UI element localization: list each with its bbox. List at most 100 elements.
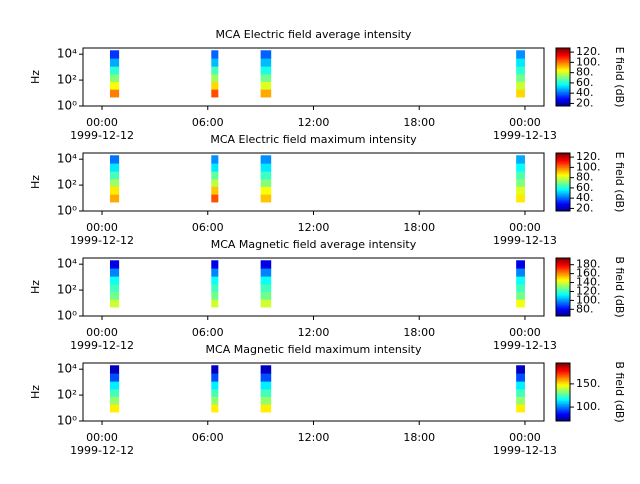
colorbar-segment bbox=[556, 87, 570, 90]
colorbar-segment bbox=[556, 412, 570, 415]
spectrum-cell bbox=[260, 404, 272, 413]
colorbar-segment bbox=[556, 279, 570, 282]
colorbar-tick-label: 80. bbox=[576, 66, 594, 79]
colorbar-segment bbox=[556, 202, 570, 205]
colorbar-segment bbox=[556, 308, 570, 311]
colorbar-segment bbox=[556, 161, 570, 164]
colorbar-segment bbox=[556, 173, 570, 176]
x-tick-label: 12:00 bbox=[298, 431, 330, 444]
colorbar-segment bbox=[556, 195, 570, 197]
spectrum-cell bbox=[260, 155, 272, 164]
colorbar-segment bbox=[556, 190, 570, 193]
colorbar-segment bbox=[556, 310, 570, 313]
colorbar-segment bbox=[556, 301, 570, 304]
chart-title: MCA Magnetic field maximum intensity bbox=[206, 343, 422, 356]
colorbar-segment bbox=[556, 371, 570, 374]
spectrum-cell bbox=[211, 373, 219, 382]
spectrum-cell bbox=[516, 299, 525, 308]
spectrum-cell bbox=[109, 73, 120, 82]
colorbar-tick-label: 100. bbox=[576, 293, 601, 306]
spectrum-cell bbox=[211, 381, 219, 390]
colorbar-label: E field (dB) bbox=[613, 152, 626, 213]
colorbar-segment bbox=[556, 271, 570, 273]
spectrum-cell bbox=[211, 171, 219, 180]
colorbar-tick-label: 120. bbox=[576, 284, 601, 297]
colorbar-segment bbox=[556, 103, 570, 106]
colorbar-segment bbox=[556, 196, 570, 199]
colorbar-segment bbox=[556, 168, 570, 171]
spectrum-cell bbox=[516, 178, 525, 187]
colorbar-segment bbox=[556, 390, 570, 393]
x-tick-label: 00:00 bbox=[86, 116, 118, 129]
colorbar-frame bbox=[555, 362, 571, 422]
colorbar-segment bbox=[556, 292, 570, 295]
spectrum-cell bbox=[109, 66, 120, 75]
x-date-label: 1999-12-13 bbox=[493, 444, 557, 457]
spectrum-cell bbox=[109, 276, 120, 285]
colorbar-segment bbox=[556, 203, 570, 206]
spectrum-cell bbox=[109, 155, 120, 164]
colorbar-frame bbox=[555, 257, 571, 317]
colorbar-segment bbox=[556, 65, 570, 68]
colorbar-segment bbox=[556, 409, 570, 412]
spectrum-cell bbox=[211, 178, 219, 187]
x-tick-label: 06:00 bbox=[192, 221, 224, 234]
colorbar-segment bbox=[556, 164, 570, 167]
spectrum-cell bbox=[211, 89, 219, 98]
colorbar-segment bbox=[556, 184, 570, 187]
colorbar-segment bbox=[556, 187, 570, 190]
y-tick-label: 10⁰ bbox=[57, 309, 77, 323]
spectrum-cell bbox=[260, 194, 272, 203]
colorbar-frame bbox=[555, 47, 571, 107]
spectrum-cell bbox=[211, 291, 219, 300]
y-axis-label: Hz bbox=[29, 385, 42, 399]
x-tick-label: 06:00 bbox=[192, 431, 224, 444]
colorbar-segment bbox=[556, 399, 570, 402]
spectrum-cell bbox=[109, 186, 120, 195]
colorbar-segment bbox=[556, 262, 570, 265]
plot-frame bbox=[82, 362, 545, 422]
spectrum-cell bbox=[260, 268, 272, 277]
colorbar-segment bbox=[556, 192, 570, 195]
x-date-label: 1999-12-13 bbox=[493, 129, 557, 142]
spectrum-cell bbox=[109, 178, 120, 187]
y-tick-label: 10² bbox=[57, 388, 77, 402]
spectrum-cell bbox=[516, 50, 525, 59]
colorbar-segment bbox=[556, 69, 570, 72]
x-tick-label: 00:00 bbox=[86, 431, 118, 444]
colorbar-segment bbox=[556, 77, 570, 79]
colorbar-segment bbox=[556, 313, 570, 316]
spectrum-cell bbox=[211, 163, 219, 172]
spectrum-cell bbox=[516, 194, 525, 203]
colorbar-segment bbox=[556, 176, 570, 179]
colorbar-segment bbox=[556, 170, 570, 173]
colorbar-segment bbox=[556, 396, 570, 399]
colorbar-segment bbox=[556, 374, 570, 377]
spectrum-cell bbox=[109, 396, 120, 405]
colorbar-segment bbox=[556, 62, 570, 65]
colorbar-segment bbox=[556, 49, 570, 52]
spectrum-cell bbox=[260, 89, 272, 98]
spectrum-cell bbox=[211, 81, 219, 90]
colorbar-segment bbox=[556, 78, 570, 81]
spectrum-cell bbox=[109, 388, 120, 397]
spectrum-cell bbox=[211, 276, 219, 285]
colorbar-tick-label: 20. bbox=[576, 201, 594, 214]
colorbar-segment bbox=[556, 160, 570, 163]
colorbar-tick-label: 100. bbox=[576, 160, 601, 173]
colorbar-segment bbox=[556, 304, 570, 307]
spectrum-cell bbox=[516, 73, 525, 82]
colorbar-tick-label: 160. bbox=[576, 267, 601, 280]
spectrum-cell bbox=[260, 260, 272, 269]
colorbar-segment bbox=[556, 179, 570, 182]
colorbar-segment bbox=[556, 285, 570, 288]
x-tick-label: 06:00 bbox=[192, 326, 224, 339]
plot-frame bbox=[82, 47, 545, 107]
colorbar-tick-label: 60. bbox=[576, 181, 594, 194]
colorbar-segment bbox=[556, 95, 570, 98]
x-tick-label: 00:00 bbox=[86, 326, 118, 339]
spectrum-cell bbox=[211, 194, 219, 203]
colorbar-segment bbox=[556, 61, 570, 63]
x-date-label: 1999-12-13 bbox=[493, 234, 557, 247]
